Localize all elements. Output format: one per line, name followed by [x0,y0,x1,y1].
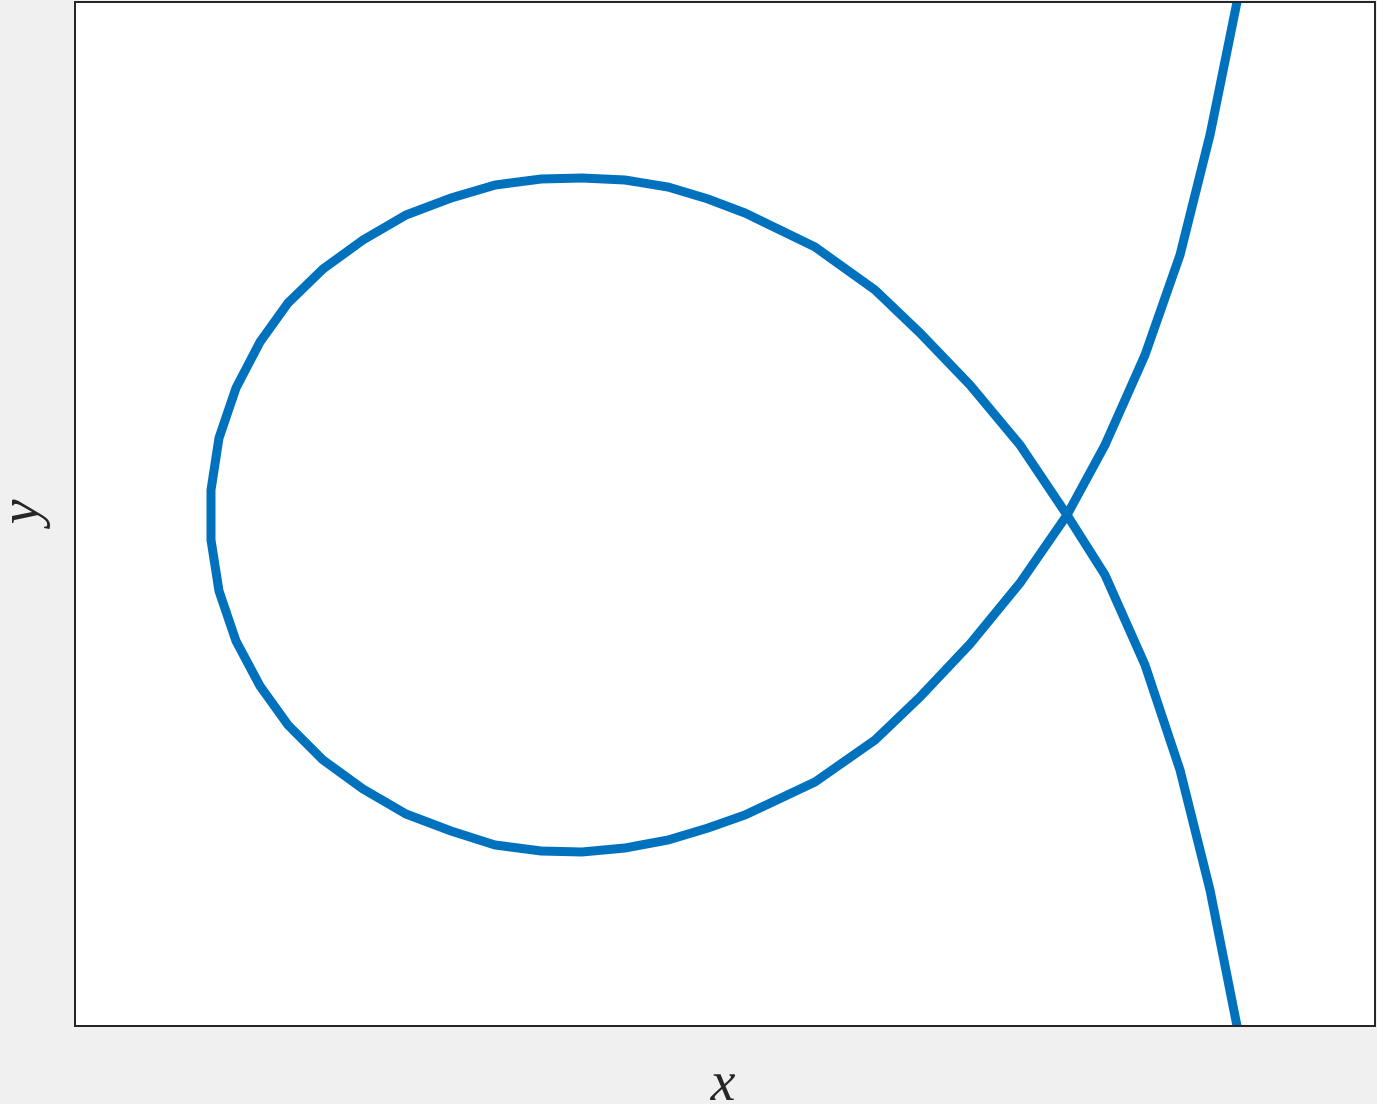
plot-layer [206,1,1242,1027]
plot-area [75,2,1375,1026]
y-axis-label: y [0,499,51,529]
curve [206,1,1242,1027]
axes-box [74,1,1376,1027]
x-axis-label: x [710,1051,736,1104]
